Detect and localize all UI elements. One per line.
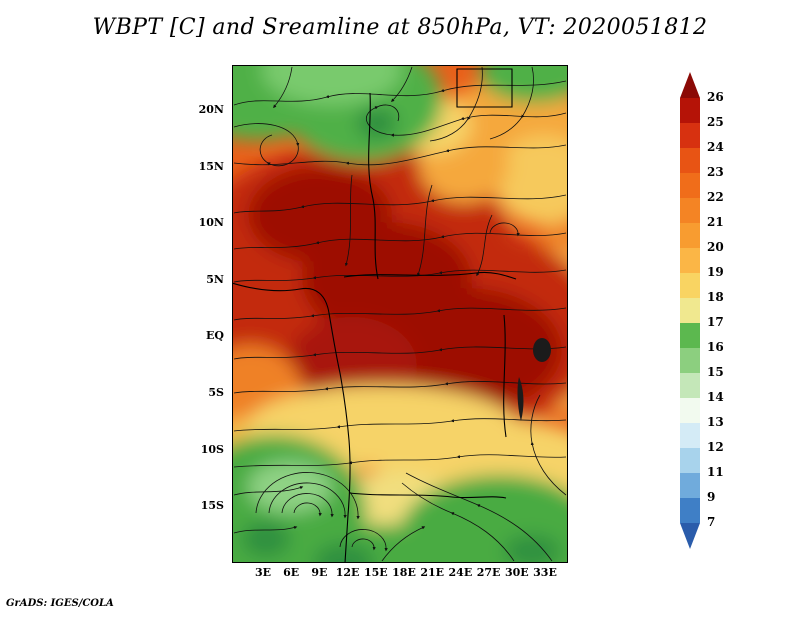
colorbar-segment (680, 273, 700, 298)
colorbar-tick-label: 22 (707, 190, 724, 204)
colorbar-segment (680, 148, 700, 173)
colorbar-segment (680, 448, 700, 473)
colorbar-segment (680, 123, 700, 148)
lat-tick-label: 10S (200, 442, 224, 456)
streamlines-layer (233, 66, 567, 562)
colorbar-segment (680, 198, 700, 223)
colorbar-arrow-bottom (680, 523, 700, 549)
colorbar-tick-label: 23 (707, 165, 724, 179)
border-line (368, 92, 379, 280)
colorbar-tick-label: 19 (707, 265, 724, 279)
lon-axis: 3E 6E 9E 12E 15E 18E 21E 24E 27E 30E 33E (232, 566, 568, 582)
lon-tick-label: 18E (392, 566, 416, 579)
map-panel (232, 65, 568, 563)
lat-tick-label: 5S (208, 386, 224, 399)
lake-victoria (533, 338, 551, 362)
colorbar-labels: 26 25 24 23 22 21 20 19 18 17 16 15 14 13 12 11 9 7 (707, 72, 737, 558)
lon-tick-label: 21E (420, 566, 445, 579)
colorbar-tick-label: 16 (707, 340, 724, 354)
lat-tick-label: 5N (206, 272, 224, 286)
lat-tick-label: 15S (200, 499, 224, 513)
lat-axis: 20N 15N 10N 5N EQ 5S 10S 15S (188, 65, 226, 563)
colorbar-segment (680, 323, 700, 348)
colorbar-segment (680, 348, 700, 373)
lon-tick-label: 30E (504, 566, 529, 579)
colorbar-segment (680, 498, 700, 523)
colorbar-segment (680, 223, 700, 248)
colorbar-segment (680, 298, 700, 323)
lon-tick-label: 9E (311, 566, 328, 579)
colorbar-tick-label: 20 (707, 240, 724, 254)
colorbar-tick-label: 14 (707, 390, 724, 404)
map-canvas (232, 65, 568, 563)
colorbar-segment (680, 373, 700, 398)
colorbar-segments (680, 98, 700, 523)
colorbar-segment (680, 173, 700, 198)
lake-tanganyika (517, 377, 524, 421)
lat-tick-label: 15N (198, 159, 224, 173)
border-line (343, 271, 517, 280)
lat-tick-label: 10N (198, 216, 224, 230)
colorbar-tick-label: 11 (707, 465, 724, 479)
colorbar-segment (680, 473, 700, 498)
colorbar-tick-label: 7 (707, 515, 716, 529)
colorbar-tick-label: 13 (707, 415, 724, 429)
colorbar-tick-label: 17 (707, 315, 724, 329)
border-line (349, 492, 507, 499)
page-title: WBPT [C] and Sreamline at 850hPa, VT: 20… (92, 15, 708, 40)
lon-tick-label: 6E (283, 566, 300, 579)
lon-tick-label: 3E (254, 566, 272, 579)
lon-tick-label: 15E (363, 566, 388, 579)
colorbar-segment (680, 423, 700, 448)
colorbar-segment (680, 98, 700, 123)
colorbar-segment (680, 248, 700, 273)
coastline (232, 282, 351, 563)
map-frame (232, 65, 568, 563)
colorbar-tick-label: 26 (707, 90, 724, 104)
colorbar-tick-label: 25 (707, 115, 724, 129)
colorbar-tick-label: 9 (707, 490, 716, 504)
colorbar-tick-label: 18 (707, 290, 724, 304)
colorbar-tick-label: 21 (707, 215, 724, 229)
colorbar-tick-label: 15 (707, 365, 724, 379)
lat-tick-label: 20N (198, 103, 224, 116)
colorbar-tick-label: 24 (707, 140, 724, 154)
credit-text: GrADS: IGES/COLA (6, 598, 114, 609)
lon-tick-label: 12E (335, 566, 360, 579)
lon-tick-label: 24E (448, 566, 473, 579)
lat-tick-label: EQ (206, 329, 224, 343)
lon-tick-label: 33E (533, 566, 557, 579)
colorbar-tick-label: 12 (707, 440, 724, 454)
border-box (456, 68, 513, 108)
borders-layer (232, 68, 551, 563)
colorbar (680, 72, 700, 549)
lon-tick-label: 27E (476, 566, 501, 579)
colorbar-segment (680, 398, 700, 423)
colorbar-arrow-top (680, 72, 700, 98)
border-line (503, 314, 507, 438)
shading-blobs (232, 65, 568, 563)
